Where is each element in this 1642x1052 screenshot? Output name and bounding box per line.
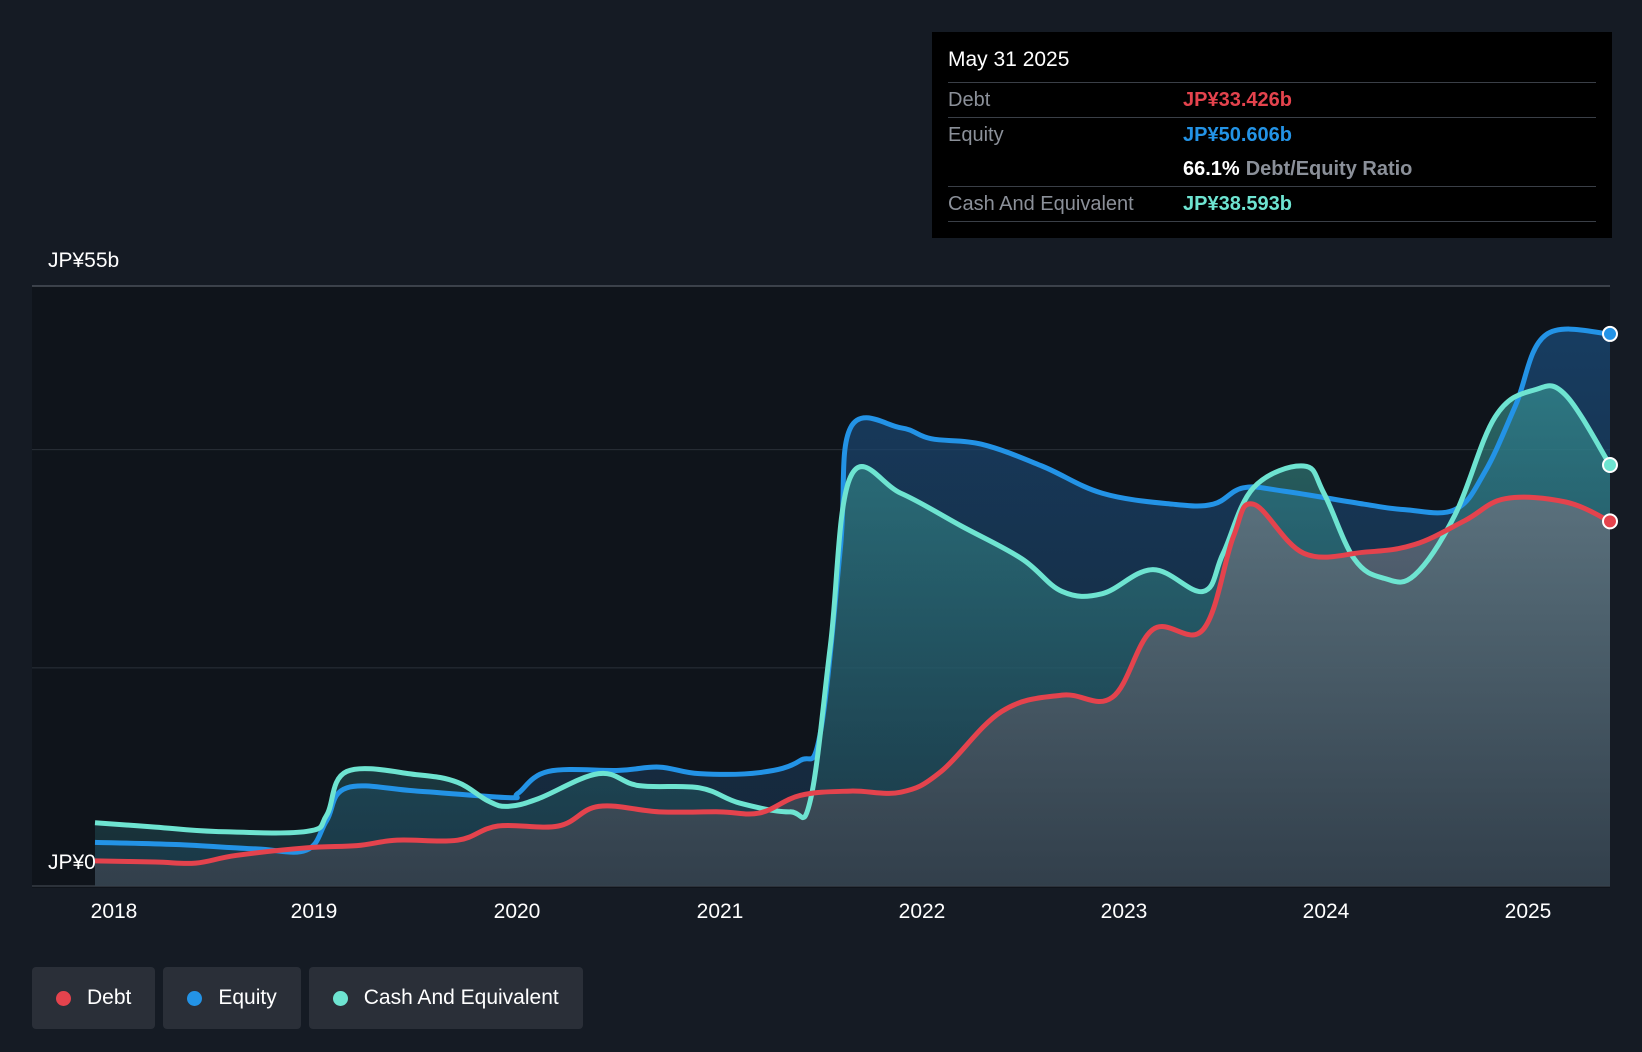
- legend-cash-dot-icon: [332, 990, 348, 1006]
- equity-end-marker: [1602, 325, 1618, 342]
- x-tick-2022: 2022: [898, 900, 946, 923]
- x-tick-2019: 2019: [290, 900, 338, 923]
- legend-item-debt[interactable]: Debt: [32, 967, 156, 1029]
- equity-line: [94, 326, 1611, 855]
- x-tick-2020: 2020: [493, 900, 541, 923]
- legend-cash-label: Cash And Equivalent: [363, 986, 559, 1009]
- data-tooltip: May 31 2025 Debt JP¥33.426b Equity JP¥50…: [932, 32, 1612, 238]
- tooltip-ratio-row: 66.1% Debt/Equity Ratio: [948, 152, 1596, 187]
- tooltip-debt-value: JP¥33.426b: [1183, 88, 1292, 111]
- debt-line: [94, 494, 1612, 866]
- legend-equity-label: Equity: [218, 986, 277, 1009]
- legend-item-cash[interactable]: Cash And Equivalent: [308, 967, 583, 1029]
- tooltip-debt-label: Debt: [948, 88, 991, 111]
- debt-area: [95, 497, 1610, 886]
- x-tick-2021: 2021: [696, 900, 744, 923]
- cash-end-marker: [1602, 456, 1618, 473]
- chart-legend: Debt Equity Cash And Equivalent: [32, 967, 583, 1029]
- legend-item-equity[interactable]: Equity: [163, 967, 301, 1029]
- tooltip-ratio-label: Debt/Equity Ratio: [1245, 157, 1413, 180]
- x-tick-2023: 2023: [1100, 900, 1148, 923]
- tooltip-equity-row: Equity JP¥50.606b: [948, 118, 1596, 152]
- x-tick-2018: 2018: [90, 900, 138, 923]
- y-axis-max-label: JP¥55b: [48, 249, 120, 272]
- legend-debt-dot-icon: [56, 990, 71, 1006]
- tooltip-date: May 31 2025: [948, 46, 1596, 83]
- tooltip-cash-value: JP¥38.593b: [1183, 192, 1292, 215]
- legend-debt-label: Debt: [87, 986, 132, 1009]
- y-axis-zero-label: JP¥0: [48, 851, 96, 874]
- cash-line: [94, 383, 1613, 836]
- x-tick-2025: 2025: [1504, 900, 1552, 923]
- tooltip-equity-label: Equity: [948, 123, 1004, 146]
- legend-equity-dot-icon: [187, 990, 203, 1006]
- tooltip-equity-value: JP¥50.606b: [1183, 123, 1292, 146]
- tooltip-cash-label: Cash And Equivalent: [948, 192, 1134, 215]
- x-tick-2024: 2024: [1302, 900, 1350, 923]
- tooltip-debt-row: Debt JP¥33.426b: [948, 83, 1596, 118]
- tooltip-ratio-value: 66.1%: [1183, 157, 1240, 180]
- debt-end-marker: [1602, 513, 1618, 530]
- tooltip-cash-row: Cash And Equivalent JP¥38.593b: [948, 187, 1596, 222]
